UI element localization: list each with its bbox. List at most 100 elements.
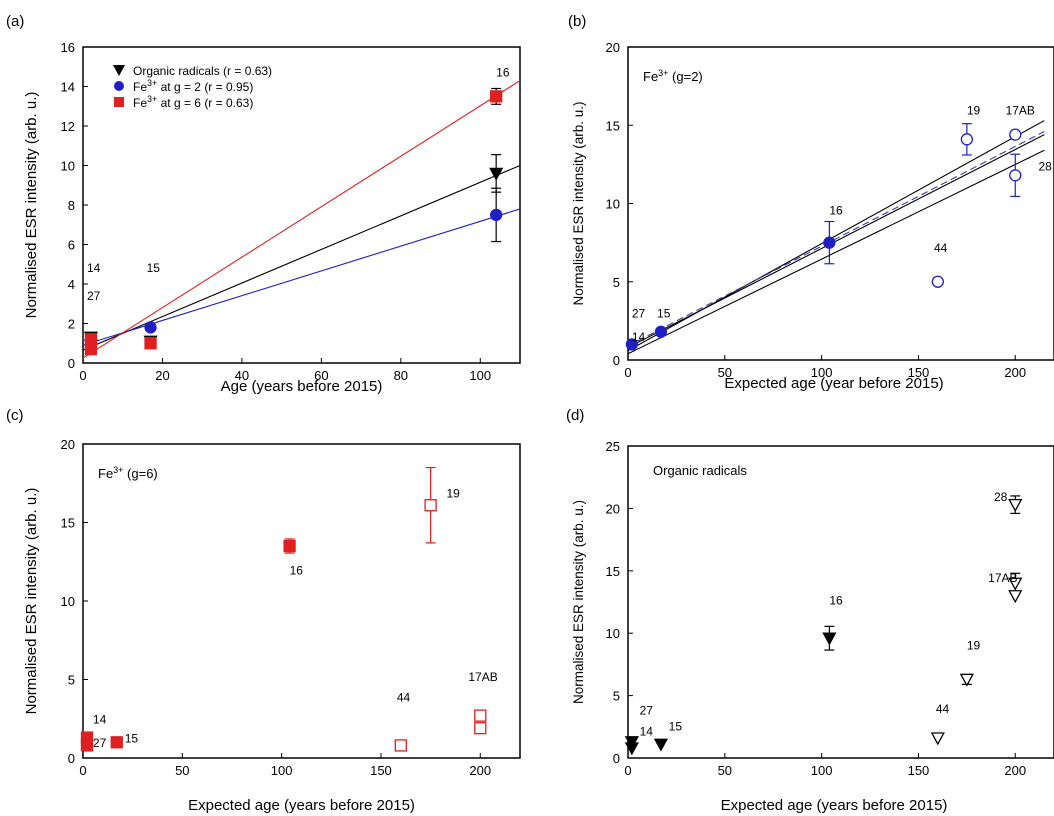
y-tick-label: 10 [61, 159, 75, 174]
x-tick-label: 150 [908, 763, 930, 778]
point-label: 15 [125, 731, 139, 745]
point-label: 27 [87, 289, 101, 303]
title-part: at g = 2 (r = 0.95) [157, 80, 253, 94]
superscript: 3+ [113, 465, 123, 475]
y-tick-label: 5 [68, 673, 75, 688]
point-label: 16 [290, 563, 304, 577]
legend-marker [113, 65, 125, 76]
x-axis-label: Expected age (year before 2015) [724, 375, 943, 392]
panel-label: (b) [568, 13, 586, 30]
x-axis-label: Expected age (years before 2015) [188, 797, 415, 814]
point-label: 16 [496, 66, 510, 80]
y-tick-label: 4 [68, 277, 75, 292]
point-label: 19 [967, 103, 981, 117]
data-point-open [1009, 128, 1022, 141]
point-label: 28 [1039, 160, 1053, 174]
x-axis-label: Expected age (years before 2015) [721, 797, 948, 814]
data-point-open [960, 133, 974, 146]
data-point [144, 337, 157, 350]
y-tick-label: 0 [613, 751, 620, 766]
title-part: Fe [133, 80, 147, 94]
data-point-open [1008, 577, 1023, 591]
data-point [489, 167, 504, 181]
point-label: 15 [147, 261, 161, 275]
data-point-filled [80, 739, 94, 752]
panel-title: Organic radicals [653, 463, 747, 478]
x-tick-label: 60 [314, 368, 328, 383]
title-part: Fe [643, 69, 658, 84]
title-part: (g=2) [668, 69, 702, 84]
y-tick-label: 5 [613, 275, 620, 290]
data-point-open [474, 709, 487, 722]
chart-panel-d: (d) 0 50 100 150 200 0 5 10 15 20 25 Expected age (y… [566, 407, 1054, 814]
y-tick-label: 8 [68, 198, 75, 213]
panel-label: (d) [566, 407, 584, 424]
y-tick-label: 0 [68, 356, 75, 371]
y-tick-label: 2 [68, 317, 75, 332]
title-part: Fe [133, 96, 147, 110]
point-label: 27 [93, 736, 107, 750]
y-tick-label: 15 [61, 516, 75, 531]
superscript: 3+ [658, 68, 668, 78]
y-tick-label: 20 [606, 501, 620, 516]
title-part: Fe [98, 466, 113, 481]
point-label: 14 [93, 712, 107, 726]
point-label: 44 [397, 690, 411, 704]
superscript: 3+ [147, 78, 157, 88]
point-label: 14 [87, 261, 101, 275]
point-label: 16 [829, 203, 843, 217]
x-tick-label: 150 [908, 365, 930, 380]
plot-frame [627, 445, 1054, 759]
y-tick-label: 20 [61, 437, 75, 452]
chart-panel-a: (a) 0 20 40 60 80 100 0 2 4 6 8 10 12 14 16 Age (years b… [6, 13, 521, 395]
superscript: 3+ [147, 94, 157, 104]
y-tick-label: 25 [606, 439, 620, 454]
legend-label: Fe3+ at g = 6 (r = 0.63) [133, 94, 253, 110]
data-point-filled [823, 236, 836, 249]
x-tick-label: 20 [155, 368, 169, 383]
x-tick-label: 0 [79, 763, 86, 778]
panel-label: (c) [6, 407, 24, 424]
point-label: 27 [640, 703, 654, 717]
x-tick-label: 40 [235, 368, 249, 383]
x-tick-label: 200 [1004, 763, 1026, 778]
data-point-filled [654, 325, 668, 338]
fit-line [82, 208, 521, 346]
y-tick-label: 10 [606, 197, 620, 212]
panel-title: Fe3+ (g=6) [98, 465, 158, 481]
data-point [490, 90, 503, 103]
y-tick-label: 10 [61, 594, 75, 609]
data-point-open [1008, 499, 1023, 513]
title-part: at g = 6 (r = 0.63) [157, 96, 253, 110]
data-point-filled [653, 738, 669, 752]
point-label: 14 [640, 725, 654, 739]
x-tick-label: 50 [718, 365, 732, 380]
point-label: 44 [934, 241, 948, 255]
point-label: 19 [967, 638, 981, 652]
fit-line [82, 164, 521, 351]
point-label: 17AB [468, 670, 497, 684]
data-point-open [474, 722, 487, 735]
y-tick-label: 10 [606, 626, 620, 641]
x-tick-label: 200 [469, 763, 491, 778]
point-label: 28 [994, 490, 1008, 504]
legend-marker [114, 97, 124, 107]
data-point-filled [625, 338, 639, 351]
x-tick-label: 150 [370, 763, 392, 778]
legend-label: Fe3+ at g = 2 (r = 0.95) [133, 78, 253, 94]
x-tick-label: 50 [175, 763, 189, 778]
y-tick-label: 15 [606, 118, 620, 133]
data-point-open [930, 732, 945, 746]
data-point-open [424, 499, 437, 512]
y-axis-label: Normalised ESR intensity (arb. u.) [23, 488, 40, 715]
data-point-open [1008, 590, 1023, 604]
data-point-open [394, 739, 407, 752]
data-point-filled [624, 736, 639, 750]
point-label: 19 [447, 486, 461, 500]
point-label: 17AB [1006, 103, 1035, 117]
data-point-filled [822, 632, 837, 646]
fit-line [627, 131, 1045, 347]
title-part: (g=6) [123, 466, 157, 481]
point-label: 27 [632, 307, 646, 321]
x-tick-label: 100 [811, 763, 833, 778]
